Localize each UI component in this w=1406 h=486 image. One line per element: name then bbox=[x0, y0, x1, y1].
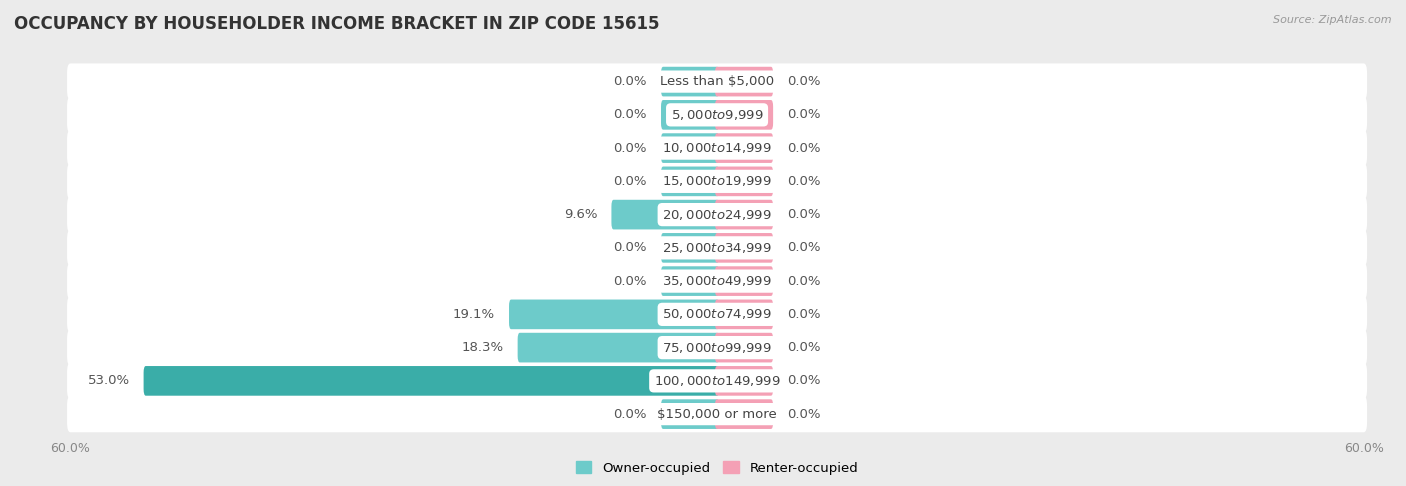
Text: $75,000 to $99,999: $75,000 to $99,999 bbox=[662, 341, 772, 355]
FancyBboxPatch shape bbox=[661, 133, 720, 163]
FancyBboxPatch shape bbox=[612, 200, 720, 229]
FancyBboxPatch shape bbox=[714, 167, 773, 196]
Text: 0.0%: 0.0% bbox=[787, 374, 821, 387]
FancyBboxPatch shape bbox=[67, 296, 1367, 332]
Text: 0.0%: 0.0% bbox=[787, 208, 821, 221]
FancyBboxPatch shape bbox=[661, 266, 720, 296]
Text: 0.0%: 0.0% bbox=[787, 108, 821, 122]
Text: Less than $5,000: Less than $5,000 bbox=[659, 75, 775, 88]
Text: 53.0%: 53.0% bbox=[87, 374, 129, 387]
Text: 0.0%: 0.0% bbox=[787, 308, 821, 321]
FancyBboxPatch shape bbox=[714, 299, 773, 329]
Text: $15,000 to $19,999: $15,000 to $19,999 bbox=[662, 174, 772, 189]
FancyBboxPatch shape bbox=[67, 396, 1367, 432]
Text: Source: ZipAtlas.com: Source: ZipAtlas.com bbox=[1274, 15, 1392, 25]
FancyBboxPatch shape bbox=[67, 130, 1367, 166]
FancyBboxPatch shape bbox=[67, 196, 1367, 233]
Text: 19.1%: 19.1% bbox=[453, 308, 495, 321]
FancyBboxPatch shape bbox=[143, 366, 720, 396]
Text: OCCUPANCY BY HOUSEHOLDER INCOME BRACKET IN ZIP CODE 15615: OCCUPANCY BY HOUSEHOLDER INCOME BRACKET … bbox=[14, 15, 659, 33]
Text: 0.0%: 0.0% bbox=[787, 275, 821, 288]
FancyBboxPatch shape bbox=[67, 97, 1367, 133]
FancyBboxPatch shape bbox=[67, 363, 1367, 399]
Text: $50,000 to $74,999: $50,000 to $74,999 bbox=[662, 307, 772, 321]
Text: 0.0%: 0.0% bbox=[613, 141, 647, 155]
FancyBboxPatch shape bbox=[661, 399, 720, 429]
FancyBboxPatch shape bbox=[67, 263, 1367, 299]
Text: 0.0%: 0.0% bbox=[787, 408, 821, 420]
Text: 18.3%: 18.3% bbox=[461, 341, 503, 354]
FancyBboxPatch shape bbox=[67, 330, 1367, 366]
Text: 9.6%: 9.6% bbox=[564, 208, 598, 221]
FancyBboxPatch shape bbox=[509, 299, 720, 329]
Text: 0.0%: 0.0% bbox=[613, 108, 647, 122]
FancyBboxPatch shape bbox=[67, 230, 1367, 266]
FancyBboxPatch shape bbox=[714, 266, 773, 296]
Legend: Owner-occupied, Renter-occupied: Owner-occupied, Renter-occupied bbox=[571, 456, 863, 480]
FancyBboxPatch shape bbox=[661, 67, 720, 96]
FancyBboxPatch shape bbox=[714, 233, 773, 263]
Text: $25,000 to $34,999: $25,000 to $34,999 bbox=[662, 241, 772, 255]
FancyBboxPatch shape bbox=[714, 100, 773, 130]
Text: $20,000 to $24,999: $20,000 to $24,999 bbox=[662, 208, 772, 222]
Text: 0.0%: 0.0% bbox=[613, 175, 647, 188]
Text: 0.0%: 0.0% bbox=[787, 141, 821, 155]
Text: 0.0%: 0.0% bbox=[787, 175, 821, 188]
Text: 0.0%: 0.0% bbox=[787, 242, 821, 254]
FancyBboxPatch shape bbox=[714, 333, 773, 363]
Text: 0.0%: 0.0% bbox=[613, 408, 647, 420]
Text: $35,000 to $49,999: $35,000 to $49,999 bbox=[662, 274, 772, 288]
Text: $5,000 to $9,999: $5,000 to $9,999 bbox=[671, 108, 763, 122]
Text: 0.0%: 0.0% bbox=[613, 75, 647, 88]
FancyBboxPatch shape bbox=[661, 233, 720, 263]
FancyBboxPatch shape bbox=[714, 399, 773, 429]
Text: 0.0%: 0.0% bbox=[787, 341, 821, 354]
Text: $150,000 or more: $150,000 or more bbox=[657, 408, 778, 420]
FancyBboxPatch shape bbox=[67, 64, 1367, 100]
FancyBboxPatch shape bbox=[517, 333, 720, 363]
Text: 0.0%: 0.0% bbox=[613, 275, 647, 288]
FancyBboxPatch shape bbox=[714, 67, 773, 96]
Text: $100,000 to $149,999: $100,000 to $149,999 bbox=[654, 374, 780, 388]
FancyBboxPatch shape bbox=[661, 100, 720, 130]
FancyBboxPatch shape bbox=[714, 133, 773, 163]
Text: 0.0%: 0.0% bbox=[787, 75, 821, 88]
Text: 0.0%: 0.0% bbox=[613, 242, 647, 254]
FancyBboxPatch shape bbox=[714, 200, 773, 229]
FancyBboxPatch shape bbox=[67, 163, 1367, 200]
Text: $10,000 to $14,999: $10,000 to $14,999 bbox=[662, 141, 772, 155]
FancyBboxPatch shape bbox=[661, 167, 720, 196]
FancyBboxPatch shape bbox=[714, 366, 773, 396]
